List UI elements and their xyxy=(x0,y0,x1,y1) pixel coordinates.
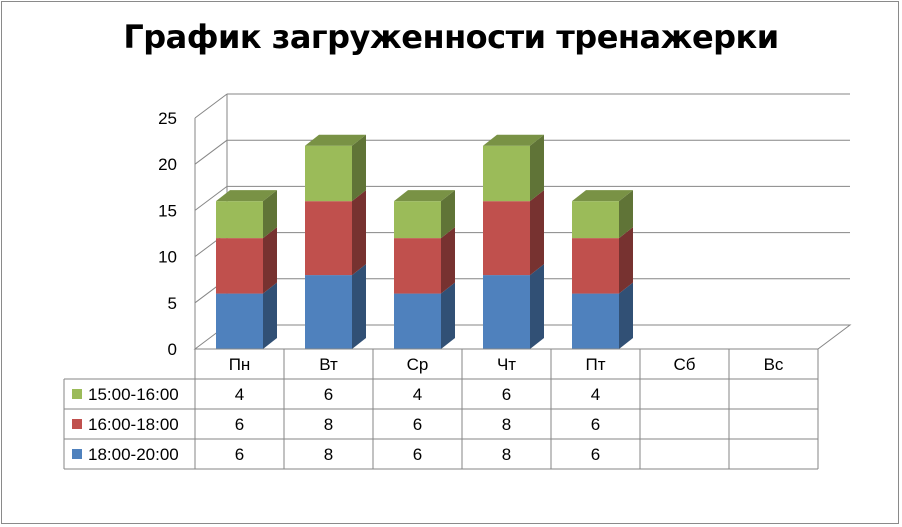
bar-side xyxy=(263,227,277,294)
bar-segment xyxy=(305,190,366,276)
data-label: 4 xyxy=(235,385,244,404)
bar-segment xyxy=(305,264,366,349)
bar-segment xyxy=(572,282,633,349)
bar-segment xyxy=(394,282,455,349)
bar-top xyxy=(572,190,633,202)
bar-side xyxy=(619,227,633,294)
bar xyxy=(572,293,619,349)
bar-side xyxy=(530,134,544,202)
data-label: 6 xyxy=(235,415,244,434)
bar xyxy=(394,238,441,294)
bar-top xyxy=(394,190,455,202)
bar-segment xyxy=(305,134,366,202)
x-tick-label: Пн xyxy=(229,355,251,374)
bar-top xyxy=(305,134,366,146)
y-tick-label: 20 xyxy=(158,155,177,174)
legend-swatch xyxy=(72,419,82,429)
data-label: 4 xyxy=(413,385,422,404)
chart-title: График загруженности тренажерки xyxy=(123,18,779,56)
data-label: 4 xyxy=(591,385,600,404)
x-tick-label: Чт xyxy=(497,355,516,374)
data-label: 6 xyxy=(235,445,244,464)
gridline-diagonal xyxy=(194,93,228,119)
bar-side xyxy=(619,190,633,239)
bar xyxy=(216,238,263,294)
bar-side xyxy=(619,282,633,349)
bar xyxy=(483,145,530,202)
data-table: Пн Вт Ср Чт Пт Сб Вс 15:00-16:00 4 6 4 6 4 16:00-18:0… xyxy=(63,348,819,470)
bar-side xyxy=(441,190,455,239)
bar-segment xyxy=(394,227,455,294)
bar xyxy=(216,201,263,239)
y-tick-label: 5 xyxy=(168,294,177,313)
bar-segment xyxy=(483,190,544,276)
data-label: 6 xyxy=(413,415,422,434)
bar xyxy=(394,201,441,239)
bar xyxy=(394,293,441,349)
y-tick-label: 0 xyxy=(168,340,177,359)
x-tick-label: Сб xyxy=(673,355,695,374)
bar-segment xyxy=(483,264,544,349)
data-label: 8 xyxy=(324,415,333,434)
bar-segment xyxy=(216,227,277,294)
bar-side xyxy=(352,134,366,202)
x-tick-label: Ср xyxy=(407,355,429,374)
y-axis: 0 5 10 15 20 25 xyxy=(158,109,177,359)
bar-side xyxy=(441,227,455,294)
bar xyxy=(305,145,352,202)
bar xyxy=(305,201,352,276)
bar-side xyxy=(263,190,277,239)
x-tick-label: Вт xyxy=(319,355,338,374)
bar-side xyxy=(530,264,544,349)
bar-segment xyxy=(394,190,455,239)
y-tick-label: 10 xyxy=(158,248,177,267)
bar-side xyxy=(352,190,366,276)
data-label: 6 xyxy=(591,415,600,434)
bars xyxy=(216,134,633,349)
bar xyxy=(572,238,619,294)
y-tick-label: 15 xyxy=(158,201,177,220)
bar xyxy=(305,275,352,349)
y-tick-label: 25 xyxy=(158,109,177,128)
bar xyxy=(572,201,619,239)
legend-label: 15:00-16:00 xyxy=(88,385,179,404)
legend-swatch xyxy=(72,449,82,459)
legend-swatch xyxy=(72,389,82,399)
bar-segment xyxy=(483,134,544,202)
x-tick-label: Пт xyxy=(585,355,605,374)
data-label: 8 xyxy=(502,415,511,434)
gridline-diagonal xyxy=(194,185,228,211)
data-label: 6 xyxy=(502,385,511,404)
bar xyxy=(216,293,263,349)
bar-segment xyxy=(572,227,633,294)
bar-side xyxy=(352,264,366,349)
data-label: 8 xyxy=(502,445,511,464)
data-label: 6 xyxy=(413,445,422,464)
gridline-diagonal xyxy=(194,139,228,165)
bar-side xyxy=(530,190,544,276)
bar-side xyxy=(263,282,277,349)
x-tick-label: Вс xyxy=(764,355,784,374)
bar-segment xyxy=(216,190,277,239)
legend-label: 18:00-20:00 xyxy=(88,445,179,464)
data-label: 6 xyxy=(591,445,600,464)
data-label: 8 xyxy=(324,445,333,464)
data-label: 6 xyxy=(324,385,333,404)
bar-segment xyxy=(572,190,633,239)
bar xyxy=(483,201,530,276)
bar-segment xyxy=(216,282,277,349)
bar-side xyxy=(441,282,455,349)
bar xyxy=(483,275,530,349)
legend-label: 16:00-18:00 xyxy=(88,415,179,434)
bar-top xyxy=(483,134,544,146)
bar-top xyxy=(216,190,277,202)
